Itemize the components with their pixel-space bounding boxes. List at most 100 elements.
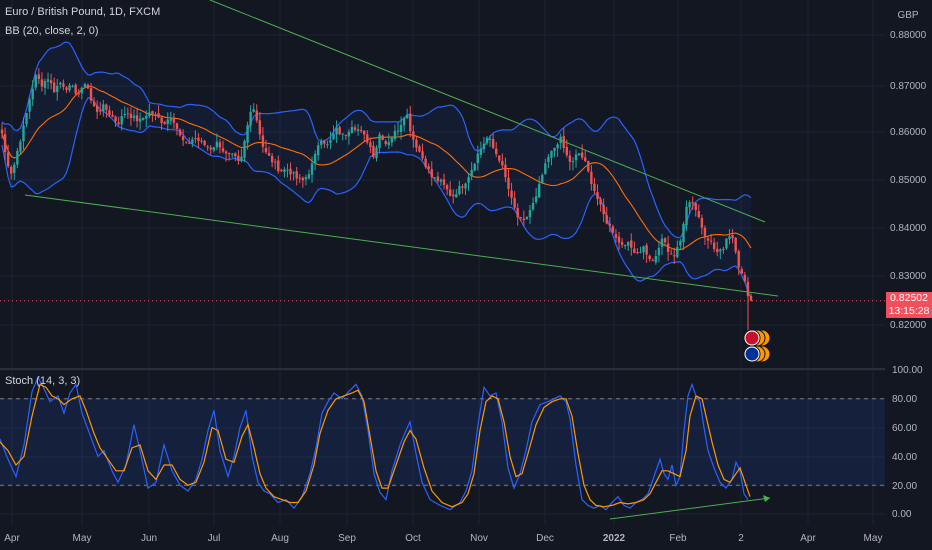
candle-body xyxy=(74,84,77,94)
time-tick-label: Feb xyxy=(669,533,687,544)
candle-body xyxy=(28,99,31,112)
candle-body xyxy=(43,80,47,88)
candle-body xyxy=(283,169,286,172)
time-tick-label: Oct xyxy=(405,533,421,544)
candle-body xyxy=(562,136,565,149)
candle-body xyxy=(430,169,433,178)
candle-body xyxy=(504,164,507,178)
candle-body xyxy=(34,75,37,88)
candle-body xyxy=(402,117,406,126)
candle-body xyxy=(602,204,605,215)
candle-body xyxy=(221,148,225,152)
time-tick-label: Apr xyxy=(800,533,816,544)
candle-body xyxy=(135,115,139,122)
stoch-d-line xyxy=(0,383,751,508)
candle-body xyxy=(169,118,173,121)
trendlines[interactable] xyxy=(0,0,885,302)
candle-body xyxy=(390,137,394,143)
candle-body xyxy=(77,93,80,95)
candle-body xyxy=(725,238,728,249)
time-tick-label: 2 xyxy=(738,533,744,544)
candle-body xyxy=(737,251,740,268)
candle-body xyxy=(289,168,292,175)
candle-body xyxy=(68,85,71,91)
candle-body xyxy=(0,129,4,134)
candle-body xyxy=(218,142,222,148)
candle-body xyxy=(642,246,645,253)
candle-body xyxy=(467,177,470,183)
candle-body xyxy=(261,135,265,147)
candle-body xyxy=(580,152,584,158)
candle-body xyxy=(344,134,348,136)
candle-body xyxy=(436,176,440,182)
candle-body xyxy=(335,127,338,135)
candle-body xyxy=(184,141,188,143)
candle-body xyxy=(660,238,664,247)
time-tick-label: Apr xyxy=(4,533,20,544)
symbol-legend[interactable]: Euro / British Pound, 1D, FXCM xyxy=(5,6,161,18)
bollinger-legend[interactable]: BB (20, close, 2, 0) xyxy=(5,25,99,37)
candle-body xyxy=(320,140,323,145)
candle-body xyxy=(369,142,372,148)
candle-body xyxy=(550,150,553,158)
stochastic-legend[interactable]: Stoch (14, 3, 3) xyxy=(5,375,81,387)
candle-body xyxy=(541,175,544,183)
stoch-tick-label: 80.00 xyxy=(892,394,917,405)
candle-body xyxy=(163,122,166,124)
candle-body xyxy=(676,247,679,257)
candle-body xyxy=(740,268,743,274)
candle-body xyxy=(574,154,578,161)
candle-body xyxy=(240,156,243,162)
candle-body xyxy=(114,116,117,122)
candle-body xyxy=(65,87,68,90)
candle-body xyxy=(310,163,314,175)
stoch-tick-label: 20.00 xyxy=(892,481,917,492)
stoch-tick-label: 60.00 xyxy=(892,423,917,434)
candle-body xyxy=(301,177,305,181)
candle-body xyxy=(657,247,661,256)
candle-body xyxy=(743,274,747,282)
candle-body xyxy=(292,172,295,174)
stoch-trendline-arrow xyxy=(763,495,770,502)
candle-body xyxy=(117,122,120,125)
time-tick-label: Jun xyxy=(141,533,157,544)
candle-body xyxy=(691,202,694,204)
candle-body xyxy=(590,171,593,185)
stoch-tick-label: 40.00 xyxy=(892,452,917,463)
candle-body xyxy=(418,146,421,152)
candle-body xyxy=(22,125,25,142)
stoch-tick-label: 100.00 xyxy=(892,365,923,376)
candle-body xyxy=(332,133,335,140)
candle-body xyxy=(83,84,87,88)
time-tick-label: Aug xyxy=(271,533,289,544)
candle-body xyxy=(304,177,308,180)
candle-body xyxy=(507,177,510,190)
candle-body xyxy=(52,82,56,93)
candle-body xyxy=(393,130,397,139)
candle-body xyxy=(501,160,504,166)
price-tick-label: 0.82000 xyxy=(890,320,927,331)
stoch-trendline xyxy=(609,497,771,520)
candle-body xyxy=(749,296,753,301)
candle-body xyxy=(381,135,384,141)
candle-body xyxy=(316,145,320,156)
candle-body xyxy=(166,119,169,125)
candle-body xyxy=(688,202,691,208)
candle-body xyxy=(525,216,529,220)
candle-body xyxy=(703,227,707,238)
candle-body xyxy=(62,83,65,87)
event-markers[interactable] xyxy=(743,296,771,363)
candle-body xyxy=(516,207,519,218)
candle-body xyxy=(366,134,369,143)
candle-body xyxy=(442,179,446,185)
candle-body xyxy=(544,163,547,175)
candle-body xyxy=(151,111,154,116)
candle-body xyxy=(224,151,228,154)
candle-body xyxy=(37,74,41,80)
candle-body xyxy=(596,192,599,199)
candle-body xyxy=(528,210,532,218)
candle-body xyxy=(264,148,268,153)
candle-body xyxy=(89,88,93,101)
